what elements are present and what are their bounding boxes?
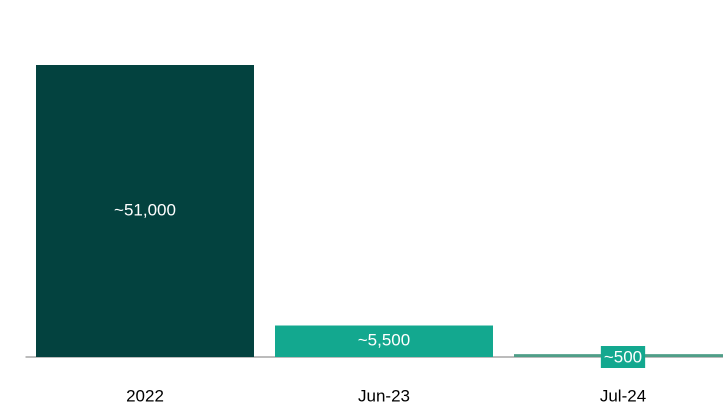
value-label: ~500 [604,347,642,366]
value-label: ~5,500 [358,331,410,350]
value-label-box [600,346,646,368]
bar [36,65,254,357]
value-label: ~51,000 [114,200,176,219]
bar [275,325,493,357]
x-tick-label: 2022 [126,386,164,405]
x-tick-label: Jun-23 [358,386,410,405]
x-tick-label: Jul-24 [600,386,646,405]
